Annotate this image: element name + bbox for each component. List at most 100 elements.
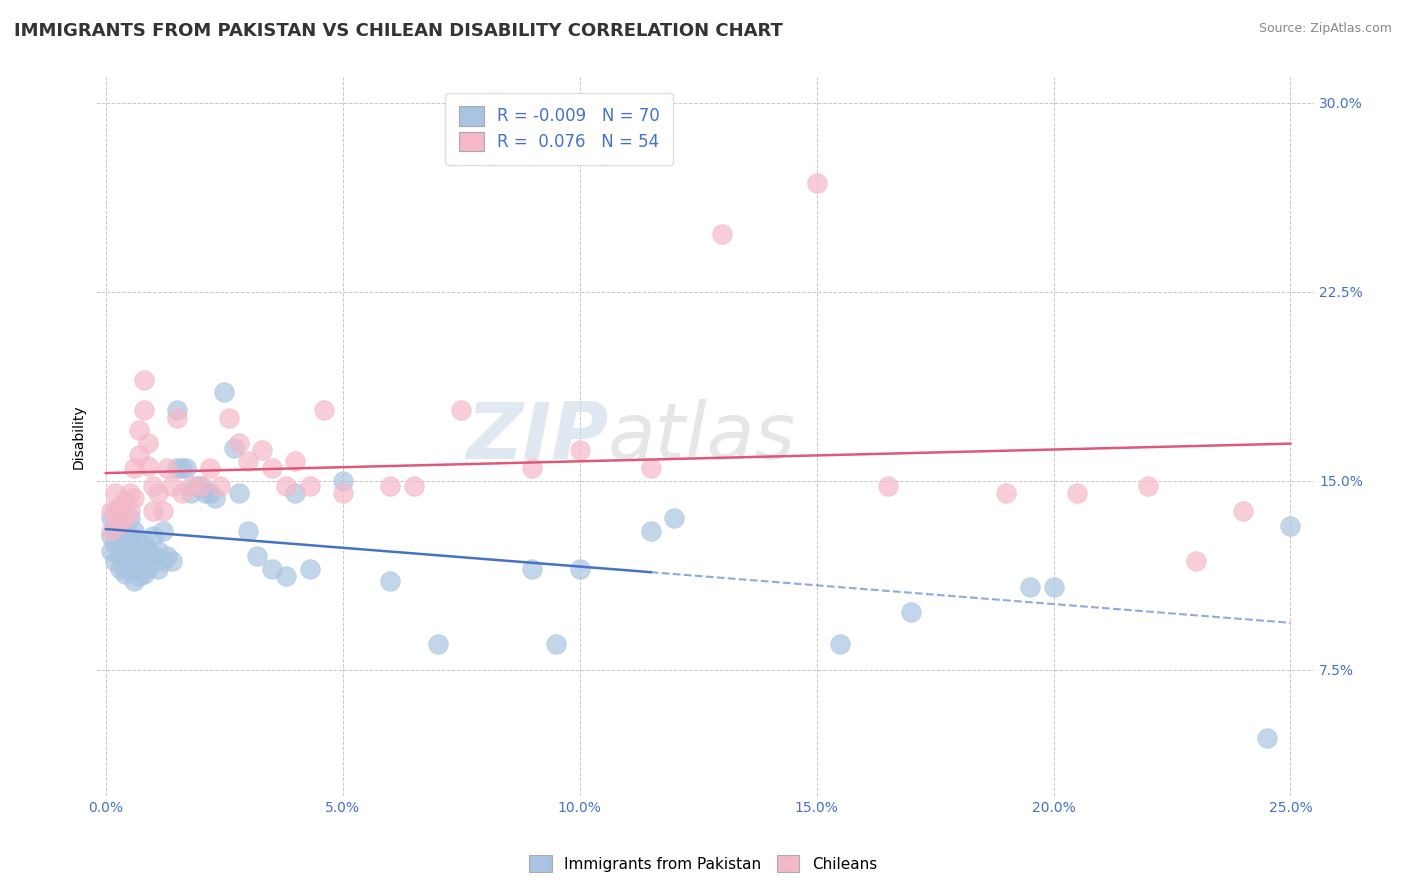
Point	[568, 443, 591, 458]
Point	[450, 403, 472, 417]
Point	[170, 461, 193, 475]
Point	[208, 479, 231, 493]
Text: Source: ZipAtlas.com: Source: ZipAtlas.com	[1258, 22, 1392, 36]
Point	[132, 534, 155, 549]
Point	[184, 479, 207, 493]
Point	[128, 449, 150, 463]
Point	[122, 491, 145, 506]
Point	[132, 403, 155, 417]
Legend: Immigrants from Pakistan, Chileans: Immigrants from Pakistan, Chileans	[522, 847, 884, 880]
Point	[260, 461, 283, 475]
Point	[152, 554, 174, 568]
Point	[180, 479, 202, 493]
Point	[108, 519, 131, 533]
Legend: R = -0.009   N = 70, R =  0.076   N = 54: R = -0.009 N = 70, R = 0.076 N = 54	[446, 93, 673, 165]
Point	[114, 511, 136, 525]
Point	[180, 486, 202, 500]
Point	[118, 511, 141, 525]
Point	[146, 486, 169, 500]
Point	[132, 549, 155, 564]
Point	[1137, 479, 1160, 493]
Point	[108, 534, 131, 549]
Point	[402, 479, 425, 493]
Point	[214, 385, 236, 400]
Point	[1066, 486, 1088, 500]
Point	[522, 461, 544, 475]
Point	[100, 544, 122, 558]
Point	[298, 562, 321, 576]
Point	[426, 638, 449, 652]
Point	[118, 486, 141, 500]
Point	[132, 373, 155, 387]
Point	[128, 537, 150, 551]
Point	[236, 524, 259, 538]
Point	[122, 557, 145, 571]
Point	[260, 562, 283, 576]
Point	[222, 441, 245, 455]
Point	[1232, 504, 1254, 518]
Point	[274, 479, 297, 493]
Point	[332, 486, 354, 500]
Point	[138, 562, 160, 576]
Point	[142, 549, 165, 564]
Point	[104, 537, 127, 551]
Point	[378, 574, 401, 589]
Point	[128, 569, 150, 583]
Point	[146, 562, 169, 576]
Point	[312, 403, 335, 417]
Point	[114, 549, 136, 564]
Point	[128, 423, 150, 437]
Point	[284, 453, 307, 467]
Point	[236, 453, 259, 467]
Point	[204, 491, 226, 506]
Text: atlas: atlas	[607, 399, 796, 475]
Point	[104, 524, 127, 538]
Y-axis label: Disability: Disability	[72, 404, 86, 469]
Point	[298, 479, 321, 493]
Point	[995, 486, 1018, 500]
Point	[166, 410, 188, 425]
Point	[332, 474, 354, 488]
Point	[114, 493, 136, 508]
Point	[142, 504, 165, 518]
Point	[806, 176, 828, 190]
Point	[152, 524, 174, 538]
Point	[176, 461, 198, 475]
Point	[100, 524, 122, 538]
Point	[108, 499, 131, 513]
Point	[138, 544, 160, 558]
Point	[122, 541, 145, 556]
Point	[664, 511, 686, 525]
Point	[378, 479, 401, 493]
Point	[122, 524, 145, 538]
Point	[710, 227, 733, 241]
Point	[1018, 580, 1040, 594]
Point	[228, 486, 250, 500]
Point	[156, 549, 179, 564]
Point	[1256, 731, 1278, 745]
Text: IMMIGRANTS FROM PAKISTAN VS CHILEAN DISABILITY CORRELATION CHART: IMMIGRANTS FROM PAKISTAN VS CHILEAN DISA…	[14, 22, 783, 40]
Point	[284, 486, 307, 500]
Point	[108, 516, 131, 531]
Point	[142, 479, 165, 493]
Point	[640, 524, 662, 538]
Point	[1184, 554, 1206, 568]
Point	[100, 511, 122, 525]
Point	[166, 403, 188, 417]
Point	[190, 479, 212, 493]
Point	[152, 504, 174, 518]
Point	[100, 529, 122, 543]
Point	[118, 544, 141, 558]
Point	[198, 486, 221, 500]
Point	[138, 458, 160, 473]
Point	[876, 479, 898, 493]
Point	[274, 569, 297, 583]
Point	[250, 443, 273, 458]
Point	[194, 486, 217, 500]
Point	[114, 566, 136, 581]
Point	[522, 562, 544, 576]
Point	[122, 461, 145, 475]
Point	[104, 486, 127, 500]
Point	[1279, 519, 1302, 533]
Point	[218, 410, 240, 425]
